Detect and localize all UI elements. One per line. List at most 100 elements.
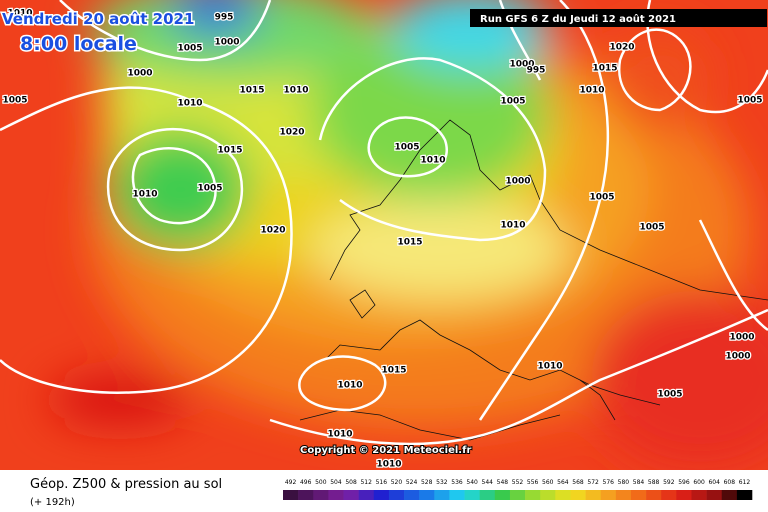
isobar-label: 1005 (657, 390, 682, 400)
isobar-label: 1010 (283, 86, 308, 96)
isobar-label: 1010 (7, 9, 32, 19)
scale-swatch (706, 490, 723, 500)
isobar-label: 1005 (197, 184, 222, 194)
scale-label: 612 (739, 479, 751, 486)
copyright: Copyright © 2021 Meteociel.fr (300, 445, 471, 456)
scale-label: 596 (678, 479, 690, 486)
isobar-label: 1015 (592, 64, 617, 74)
scale-swatch (540, 490, 556, 500)
scale-label: 516 (376, 479, 388, 486)
scale-label: 528 (421, 479, 433, 486)
scale-swatch (343, 490, 359, 500)
isobar-label: 1010 (177, 99, 202, 109)
scale-swatch (646, 490, 662, 500)
run-box (470, 9, 767, 27)
isobar-label: 1010 (579, 86, 604, 96)
isobar-label: 1010 (420, 156, 445, 166)
scale-swatch (328, 490, 344, 500)
scale-swatch (509, 490, 526, 500)
scale-label: 572 (587, 479, 599, 486)
scale-swatch (313, 490, 329, 500)
scale-label: 608 (724, 479, 736, 486)
forecast-time: 8:00 locale (20, 33, 137, 55)
run-info: Run GFS 6 Z du Jeudi 12 août 2021 (480, 13, 676, 25)
isobar-label: 1020 (609, 43, 634, 53)
scale-swatch (676, 490, 692, 500)
scale-swatch (373, 490, 390, 500)
isobar-label: 1015 (239, 86, 264, 96)
header: Vendredi 20 août 2021 8:00 locale Run GF… (1, 9, 767, 457)
scale-swatch (736, 490, 753, 500)
scale-label: 492 (285, 479, 297, 486)
scale-swatch (570, 490, 586, 500)
scale-swatch (449, 490, 465, 500)
isobar-label: 1005 (589, 193, 614, 203)
scale-label: 560 (542, 479, 554, 486)
isobar-label: 1015 (217, 146, 242, 156)
scale-swatch (691, 490, 707, 500)
isobar-label: 1005 (177, 44, 202, 54)
isobar-label: 1000 (509, 60, 534, 70)
scale-label: 540 (466, 479, 478, 486)
color-scale: 492 496 500 504 508 512 516 520 524 528 532 536 540 5… (283, 479, 753, 500)
isobar-label: 1000 (127, 69, 152, 79)
scale-swatch (404, 490, 420, 500)
scale-label: 564 (557, 479, 569, 486)
scale-swatch (661, 490, 677, 500)
scale-label: 584 (633, 479, 645, 486)
isobar-label: 1005 (2, 96, 27, 106)
scale-label: 504 (330, 479, 342, 486)
isobar-label: 1010 (376, 460, 401, 470)
scale-label: 512 (360, 479, 372, 486)
scale-label: 508 (345, 479, 357, 486)
scale-label: 524 (406, 479, 418, 486)
scale-label: 552 (512, 479, 524, 486)
isobar-label: 995 (215, 13, 234, 23)
forecast-date: Vendredi 20 août 2021 (2, 10, 194, 28)
isobar-label: 1005 (394, 143, 419, 153)
isobar-label: 1000 (505, 177, 530, 187)
scale-swatch (600, 490, 617, 500)
scale-label: 576 (603, 479, 615, 486)
scale-swatch (298, 490, 314, 500)
scale-label: 544 (482, 479, 494, 486)
scale-swatch (434, 490, 450, 500)
isobar-label: 1000 (725, 352, 750, 362)
legend: Géop. Z500 & pression au sol (+ 192h) 49… (0, 470, 768, 512)
scale-label: 536 (451, 479, 463, 486)
isobar-label: 1010 (327, 430, 352, 440)
scale-swatch (494, 490, 511, 500)
scale-swatch (464, 490, 480, 500)
scale-swatch (555, 490, 571, 500)
scale-label: 532 (436, 479, 448, 486)
scale-swatch (585, 490, 602, 500)
isobar-label: 1020 (260, 226, 285, 236)
isobar-label: 1010 (537, 362, 562, 372)
isobars (0, 0, 768, 446)
isobar-label: 1010 (132, 190, 157, 200)
scale-swatch (615, 490, 632, 500)
isobar-label: 1010 (500, 221, 525, 231)
isobar-label: 1005 (737, 96, 762, 106)
isobar-label: 1015 (381, 366, 406, 376)
scale-label: 556 (527, 479, 539, 486)
isobar-label: 1005 (500, 97, 525, 107)
scale-swatch (358, 490, 375, 500)
isobar-label: 1000 (729, 333, 754, 343)
legend-title: Géop. Z500 & pression au sol (30, 477, 222, 492)
scale-label: 500 (315, 479, 327, 486)
scale-label: 580 (618, 479, 630, 486)
isobar-label: 1020 (279, 128, 304, 138)
scale-label: 568 (572, 479, 584, 486)
scale-label: 548 (497, 479, 509, 486)
scale-swatch (479, 490, 496, 500)
scale-label: 496 (300, 479, 312, 486)
scale-label: 600 (693, 479, 705, 486)
scale-label: 520 (391, 479, 403, 486)
scale-label: 604 (708, 479, 720, 486)
scale-swatch (630, 490, 647, 500)
geopotential-field (0, 0, 768, 470)
scale-swatch (419, 490, 435, 500)
